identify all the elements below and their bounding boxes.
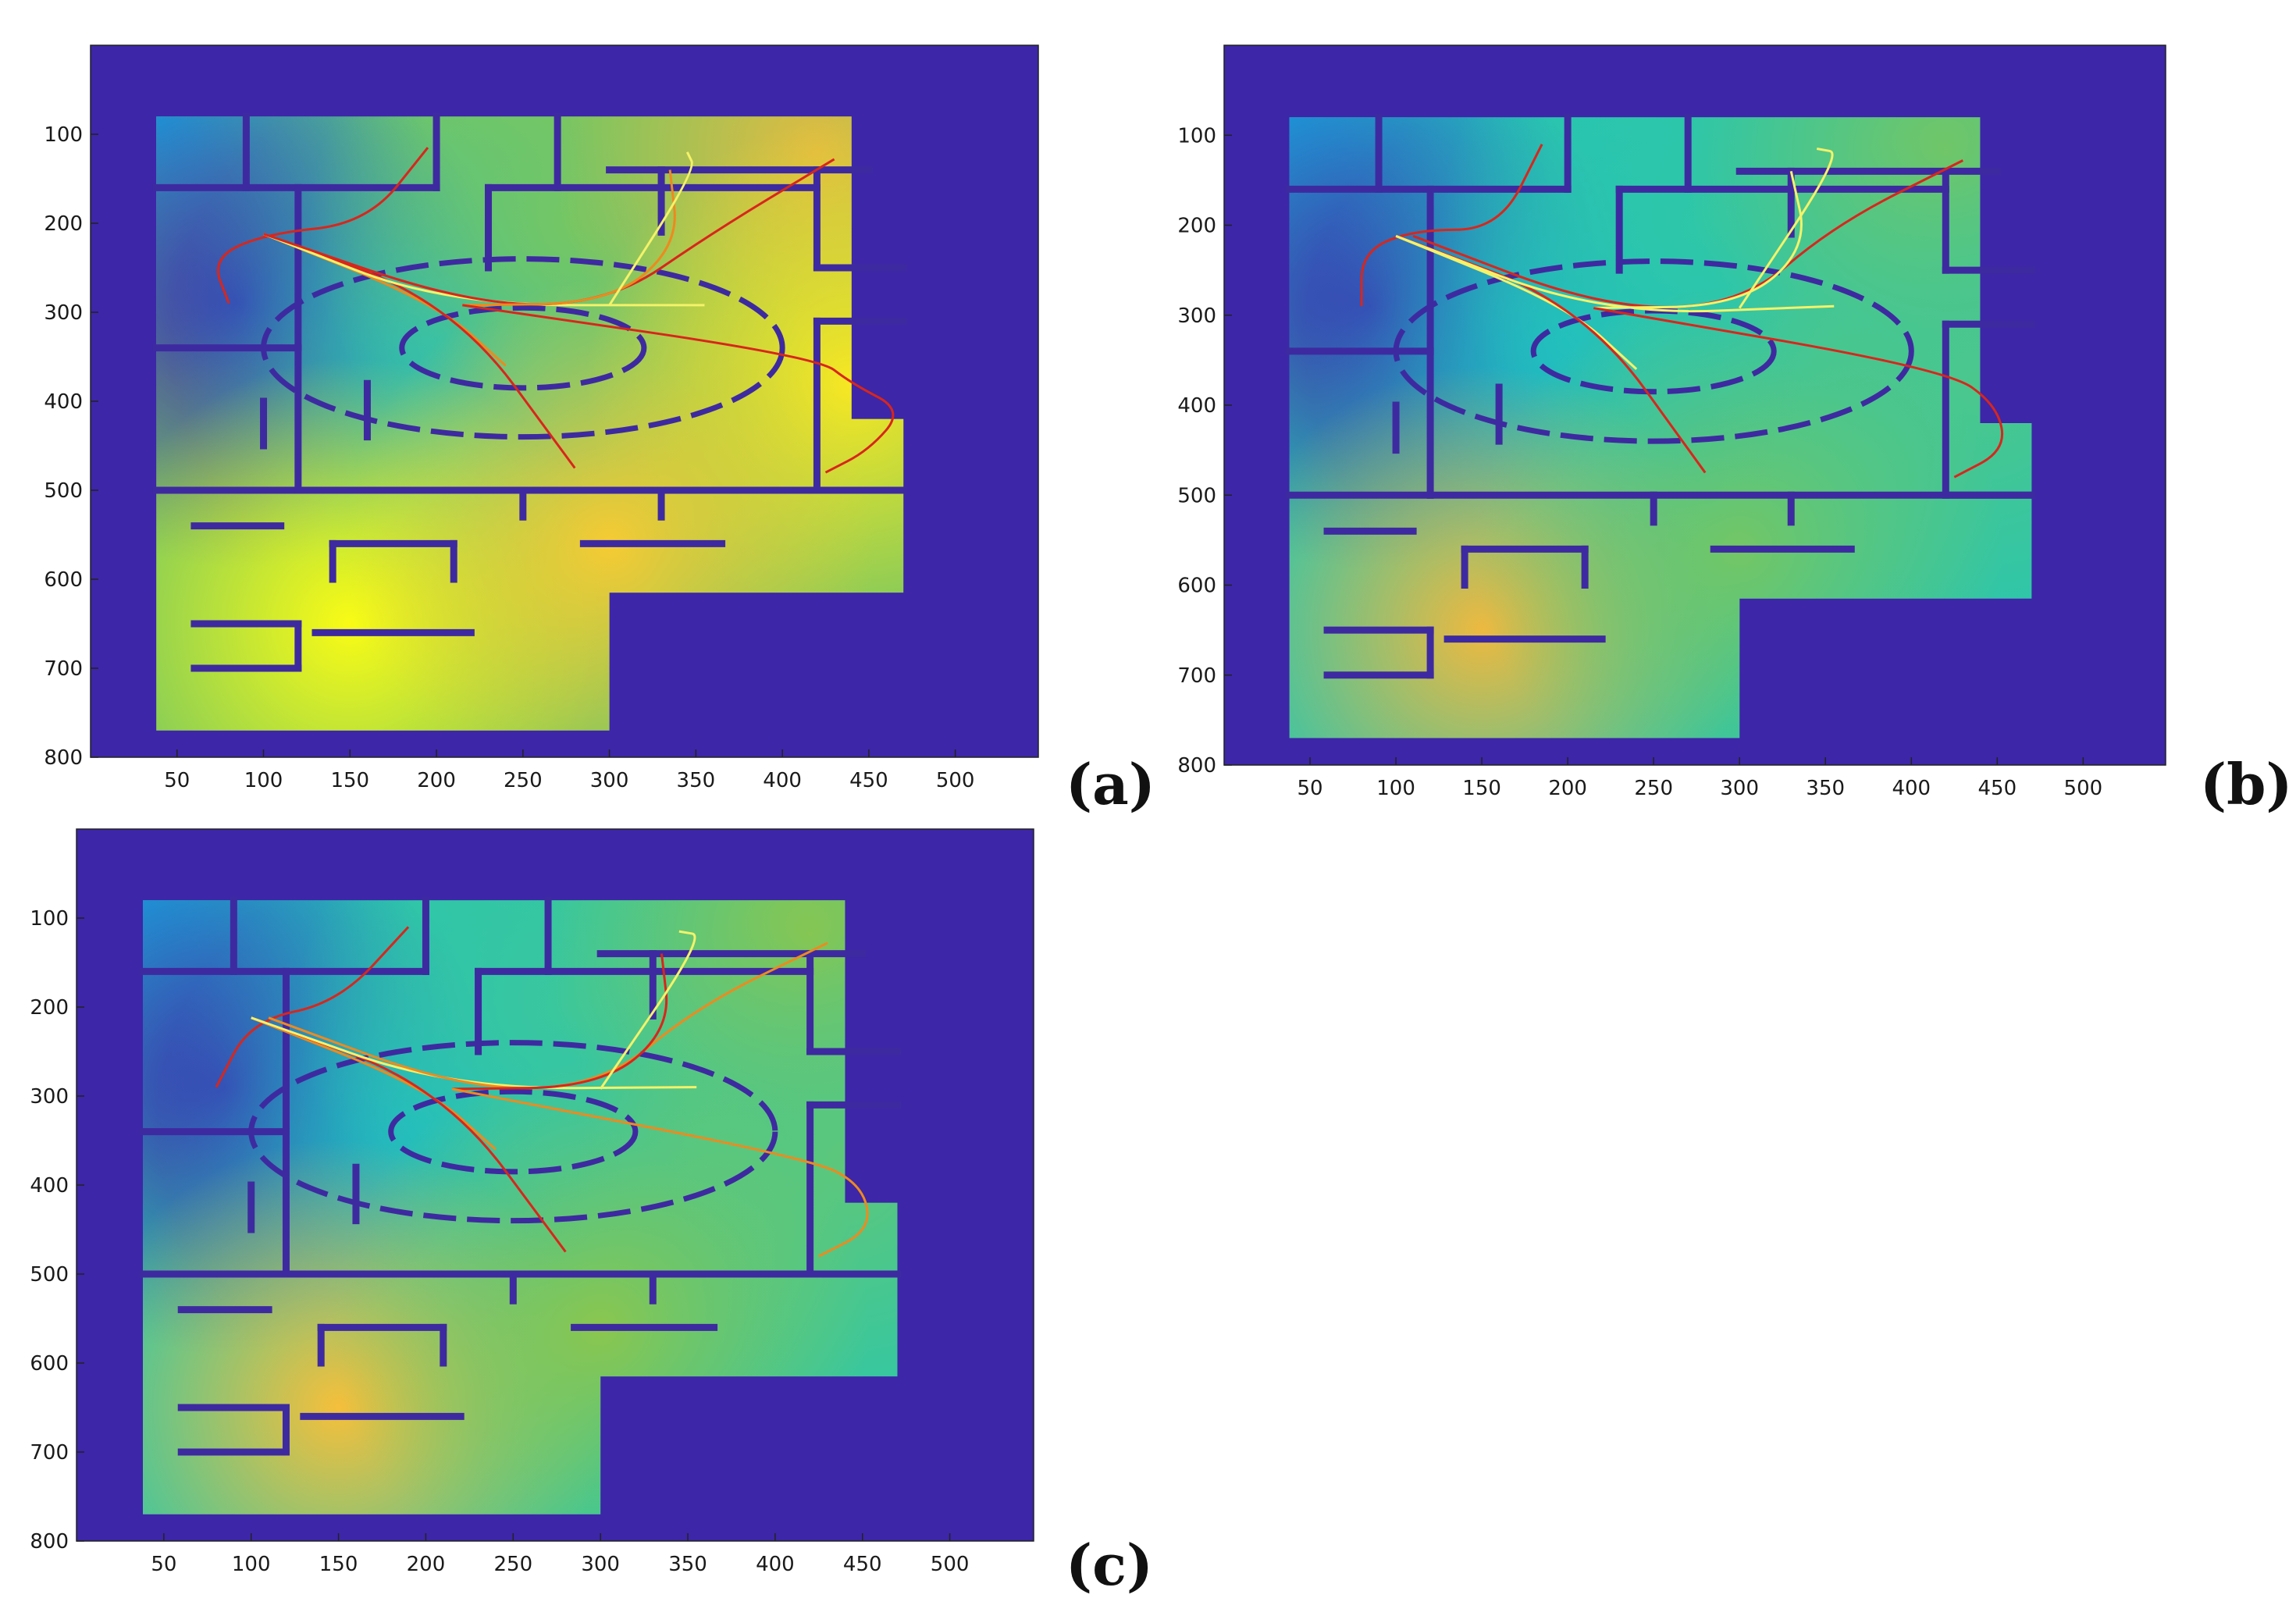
x-tick-label: 150: [1462, 777, 1501, 800]
x-tick-label: 300: [590, 769, 629, 792]
x-tick-label: 350: [668, 1553, 707, 1576]
trajectory-path: [451, 1087, 869, 1258]
y-tick-label: 500: [30, 1263, 69, 1287]
x-tick-label: 100: [244, 769, 283, 792]
trajectory-path: [1593, 171, 1803, 310]
x-tick-label: 400: [763, 769, 802, 792]
y-tick-label: 200: [1177, 215, 1216, 238]
trajectory-path: [1738, 148, 1834, 309]
trajectory-path: [451, 953, 668, 1091]
rotunda-wall: [1393, 258, 1914, 444]
x-tick-label: 450: [1978, 777, 2017, 800]
x-tick-label: 300: [1720, 777, 1759, 800]
y-tick-label: 300: [44, 301, 83, 325]
y-tick-label: 800: [44, 746, 83, 770]
rotunda-wall: [261, 256, 785, 440]
y-tick-label: 600: [1177, 575, 1216, 598]
y-tick-label: 400: [1177, 394, 1216, 418]
trajectory-path: [462, 169, 676, 307]
y-tick-label: 500: [1177, 484, 1216, 507]
trajectory-path: [1593, 307, 2004, 479]
y-tick-label: 100: [30, 907, 69, 931]
y-tick-label: 300: [1177, 304, 1216, 328]
y-tick-label: 800: [1177, 754, 1216, 778]
x-tick-label: 300: [581, 1553, 620, 1576]
trajectory-path: [216, 147, 429, 304]
panel-b: 50 100 150 200 250 300 350 400 450 500 100 200 300 40…: [1177, 44, 2292, 817]
x-tick-label: 450: [843, 1553, 882, 1576]
y-tick-label: 700: [44, 657, 83, 681]
y-tick-label: 600: [30, 1352, 69, 1376]
panel-label-a: (a): [1066, 751, 1155, 817]
trajectory-path: [608, 151, 693, 306]
panel-label-b: (b): [2200, 751, 2292, 817]
trajectory-path: [1360, 144, 1543, 307]
x-tick-label: 450: [849, 769, 888, 792]
trajectory-path: [599, 930, 696, 1090]
y-tick-label: 600: [44, 568, 83, 592]
rotunda-wall: [248, 1040, 778, 1224]
y-tick-label: 200: [44, 212, 83, 236]
x-tick-label: 100: [232, 1553, 271, 1576]
y-tick-label: 100: [44, 123, 83, 147]
x-tick-label: 50: [164, 769, 190, 792]
x-tick-label: 400: [756, 1553, 795, 1576]
panel-label-c: (c): [1066, 1532, 1153, 1598]
y-tick-label: 500: [44, 479, 83, 503]
y-tick-label: 700: [1177, 664, 1216, 688]
x-tick-label: 100: [1376, 777, 1415, 800]
y-tick-label: 100: [1177, 124, 1216, 148]
x-tick-label: 200: [417, 769, 456, 792]
x-tick-label: 500: [2064, 777, 2103, 800]
x-tick-label: 500: [936, 769, 975, 792]
y-tick-label: 300: [30, 1085, 69, 1109]
y-tick-label: 400: [30, 1174, 69, 1198]
y-tick-label: 700: [30, 1441, 69, 1465]
x-tick-label: 150: [319, 1553, 358, 1576]
rotunda-wall: [388, 1088, 639, 1175]
x-tick-label: 200: [1548, 777, 1587, 800]
y-tick-label: 400: [44, 390, 83, 414]
y-tick-label: 800: [30, 1530, 69, 1554]
x-tick-label: 250: [493, 1553, 532, 1576]
rotunda-wall: [399, 304, 647, 391]
x-tick-label: 200: [407, 1553, 446, 1576]
x-tick-label: 400: [1892, 777, 1931, 800]
x-tick-label: 150: [330, 769, 369, 792]
x-tick-label: 250: [504, 769, 543, 792]
y-tick-label: 200: [30, 996, 69, 1020]
trajectory-path: [251, 1016, 697, 1090]
x-tick-label: 350: [677, 769, 716, 792]
panel-a: 50 100 150 200 250 300 350 400 450 500 100 200 300 40…: [44, 44, 1155, 817]
x-tick-label: 50: [151, 1553, 176, 1576]
panel-c: 50 100 150 200 250 300 350 400 450 500 100 200 300 40…: [30, 828, 1153, 1598]
x-tick-label: 250: [1634, 777, 1673, 800]
trajectory-path: [1395, 234, 1835, 313]
x-tick-label: 500: [931, 1553, 970, 1576]
trajectory-path: [462, 304, 895, 474]
x-tick-label: 350: [1806, 777, 1845, 800]
x-tick-label: 50: [1297, 777, 1322, 800]
